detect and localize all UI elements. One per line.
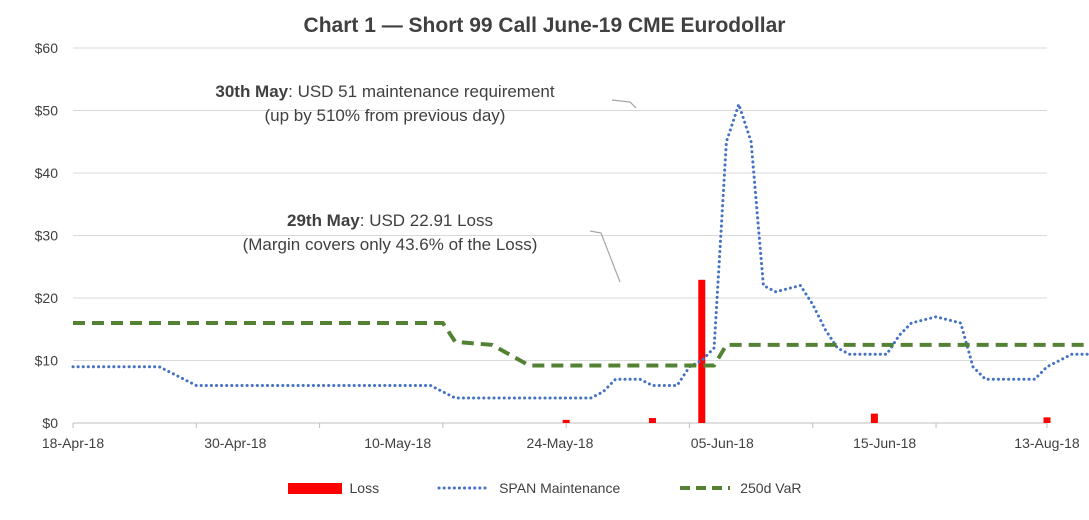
legend-label-250d-var: 250d VaR bbox=[740, 480, 802, 496]
legend-label-span-maintenance: SPAN Maintenance bbox=[499, 480, 621, 496]
y-tick-label: $0 bbox=[42, 415, 58, 431]
x-tick-label: 10-May-18 bbox=[364, 435, 431, 451]
legend-item-250d-var: 250d VaR bbox=[678, 480, 801, 496]
chart-plot: $0 $10 $20 $30 $40 $50 $60 18-Apr-18 30-Apr-18 10… bbox=[35, 40, 1089, 451]
span-maintenance-line bbox=[71, 102, 1089, 400]
y-tick-label: $10 bbox=[35, 353, 59, 369]
annotation-30th-may-bold: 30th May bbox=[215, 82, 289, 101]
x-tick-label: 30-Apr-18 bbox=[204, 435, 266, 451]
annotation-30th-may-leader bbox=[611, 99, 637, 109]
var-250d-line bbox=[73, 321, 1089, 368]
loss-bar bbox=[648, 418, 656, 423]
x-tick-label: 24-May-18 bbox=[527, 435, 594, 451]
annotation-29th-may: 29th May: USD 22.91 Loss (Margin covers … bbox=[200, 209, 580, 257]
annotation-29th-may-text: : USD 22.91 Loss bbox=[359, 211, 493, 230]
y-tick-label: $60 bbox=[35, 40, 59, 56]
legend-swatch-span-maintenance bbox=[437, 486, 491, 490]
y-tick-label: $20 bbox=[35, 290, 59, 306]
legend-swatch-250d-var bbox=[680, 486, 731, 490]
x-tick-label: 18-Apr-18 bbox=[42, 435, 104, 451]
annotation-30th-may-line2: (up by 510% from previous day) bbox=[264, 106, 506, 125]
legend-label-loss: Loss bbox=[349, 480, 380, 496]
y-tick-label: $50 bbox=[35, 103, 59, 119]
loss-bar bbox=[562, 419, 570, 423]
x-tick-label: 15-Jun-18 bbox=[853, 435, 916, 451]
x-tick-label: 13-Aug-18 bbox=[1014, 435, 1080, 451]
chart-legend: Loss SPAN Maintenance 250d VaR bbox=[0, 480, 1089, 496]
annotation-29th-may-bold: 29th May bbox=[287, 211, 360, 230]
legend-item-span-maintenance: SPAN Maintenance bbox=[437, 480, 620, 496]
annotation-29th-may-line2: (Margin covers only 43.6% of the Loss) bbox=[242, 235, 538, 254]
annotation-30th-may-text: : USD 51 maintenance requirement bbox=[288, 82, 555, 101]
loss-bar bbox=[1043, 417, 1051, 423]
legend-item-loss: Loss bbox=[287, 480, 380, 496]
loss-bar bbox=[698, 279, 706, 423]
annotation-30th-may: 30th May: USD 51 maintenance requirement… bbox=[150, 80, 620, 128]
chart-title: Chart 1 — Short 99 Call June-19 CME Euro… bbox=[303, 14, 786, 37]
annotation-29th-may-leader bbox=[589, 230, 621, 283]
x-tick-label: 05-Jun-18 bbox=[691, 435, 754, 451]
loss-bar bbox=[870, 413, 878, 423]
y-tick-label: $30 bbox=[35, 228, 59, 244]
y-tick-label: $40 bbox=[35, 165, 59, 181]
legend-swatch-loss bbox=[287, 482, 342, 494]
